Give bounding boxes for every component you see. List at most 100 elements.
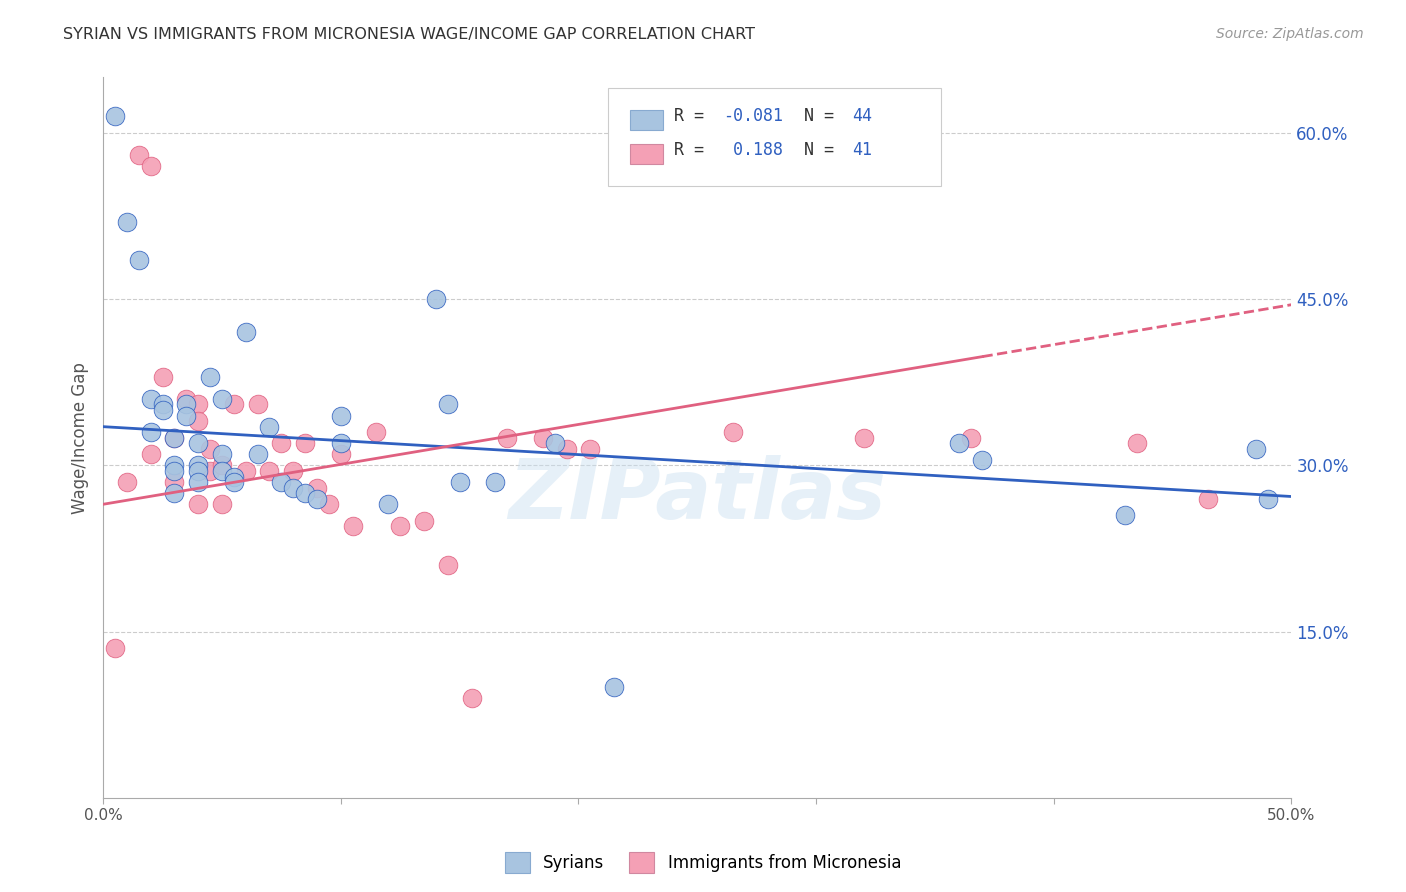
Point [211, 458, 233, 473]
Point [104, 641, 127, 656]
Point [294, 436, 316, 450]
Point [283, 464, 305, 478]
Point [305, 481, 328, 495]
Point [318, 497, 340, 511]
Point [187, 475, 209, 489]
Point [449, 475, 471, 489]
Point [342, 519, 364, 533]
Point [366, 425, 388, 440]
Point [246, 397, 269, 411]
Point [948, 436, 970, 450]
Point [163, 486, 186, 500]
Point [187, 497, 209, 511]
Point [496, 431, 519, 445]
Point [139, 447, 162, 461]
Point [128, 148, 150, 162]
Point [176, 397, 198, 411]
Point [294, 486, 316, 500]
Point [163, 431, 186, 445]
FancyBboxPatch shape [630, 144, 662, 164]
Point [259, 419, 281, 434]
Point [329, 436, 352, 450]
Text: R =: R = [673, 107, 713, 125]
Point [972, 453, 994, 467]
Point [436, 558, 458, 573]
Point [377, 497, 399, 511]
Point [211, 464, 233, 478]
Point [235, 464, 257, 478]
Point [235, 326, 257, 340]
Point [852, 431, 875, 445]
Point [222, 475, 245, 489]
Point [187, 436, 209, 450]
Point [115, 214, 138, 228]
Point [1197, 491, 1219, 506]
Text: SYRIAN VS IMMIGRANTS FROM MICRONESIA WAGE/INCOME GAP CORRELATION CHART: SYRIAN VS IMMIGRANTS FROM MICRONESIA WAG… [63, 27, 755, 42]
Point [211, 497, 233, 511]
Text: 0.188: 0.188 [724, 141, 783, 159]
Point [959, 431, 981, 445]
Text: ZIPatlas: ZIPatlas [509, 455, 886, 536]
Point [187, 458, 209, 473]
Point [163, 458, 186, 473]
Text: N =: N = [804, 141, 844, 159]
Point [222, 469, 245, 483]
Point [198, 369, 221, 384]
Point [176, 409, 198, 423]
FancyBboxPatch shape [630, 110, 662, 130]
Point [139, 159, 162, 173]
Point [211, 392, 233, 406]
FancyBboxPatch shape [609, 88, 941, 186]
Point [222, 397, 245, 411]
Point [128, 253, 150, 268]
Text: Source: ZipAtlas.com: Source: ZipAtlas.com [1216, 27, 1364, 41]
Point [425, 292, 447, 306]
Point [198, 442, 221, 456]
Point [259, 464, 281, 478]
Point [187, 414, 209, 428]
Point [163, 475, 186, 489]
Point [1257, 491, 1279, 506]
Point [163, 431, 186, 445]
Point [270, 436, 292, 450]
Point [1126, 436, 1149, 450]
Point [152, 397, 174, 411]
Point [531, 431, 554, 445]
Text: -0.081: -0.081 [724, 107, 783, 125]
Point [436, 397, 458, 411]
Point [115, 475, 138, 489]
Point [163, 464, 186, 478]
Point [721, 425, 744, 440]
Point [152, 369, 174, 384]
Point [270, 475, 292, 489]
Point [152, 403, 174, 417]
Point [460, 691, 482, 706]
Point [603, 680, 626, 694]
Point [413, 514, 436, 528]
Point [579, 442, 602, 456]
Point [198, 464, 221, 478]
Point [484, 475, 506, 489]
Point [1244, 442, 1267, 456]
Point [139, 425, 162, 440]
Text: 41: 41 [852, 141, 872, 159]
Point [104, 109, 127, 123]
Text: R =: R = [673, 141, 713, 159]
Point [211, 447, 233, 461]
Point [283, 481, 305, 495]
Point [246, 447, 269, 461]
Text: 44: 44 [852, 107, 872, 125]
Point [389, 519, 412, 533]
Point [305, 491, 328, 506]
Point [176, 392, 198, 406]
Y-axis label: Wage/Income Gap: Wage/Income Gap [72, 362, 89, 514]
Point [187, 397, 209, 411]
Legend: Syrians, Immigrants from Micronesia: Syrians, Immigrants from Micronesia [498, 846, 908, 880]
Text: N =: N = [804, 107, 844, 125]
Point [1114, 508, 1136, 523]
Point [329, 409, 352, 423]
Point [187, 464, 209, 478]
Point [329, 447, 352, 461]
Point [139, 392, 162, 406]
Point [544, 436, 567, 450]
